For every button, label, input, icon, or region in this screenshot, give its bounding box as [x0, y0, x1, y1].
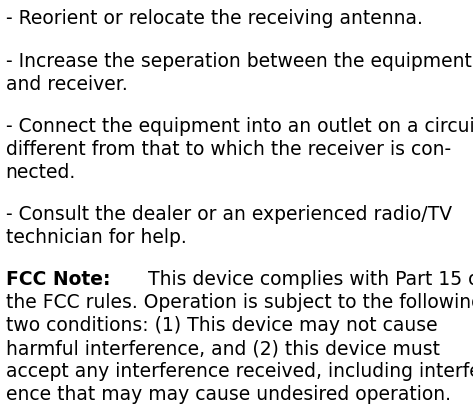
Text: accept any interference received, including interfer-: accept any interference received, includ…	[6, 362, 473, 381]
Text: - Connect the equipment into an outlet on a circuit: - Connect the equipment into an outlet o…	[6, 117, 473, 136]
Text: - Increase the seperation between the equipment: - Increase the seperation between the eq…	[6, 52, 472, 71]
Text: nected.: nected.	[6, 163, 76, 182]
Text: two conditions: (1) This device may not cause: two conditions: (1) This device may not …	[6, 316, 438, 335]
Text: different from that to which the receiver is con-: different from that to which the receive…	[6, 140, 451, 159]
Text: harmful interference, and (2) this device must: harmful interference, and (2) this devic…	[6, 339, 440, 358]
Text: and receiver.: and receiver.	[6, 75, 127, 94]
Text: technician for help.: technician for help.	[6, 228, 186, 247]
Text: This device complies with Part 15 of: This device complies with Part 15 of	[148, 270, 473, 289]
Text: ence that may may cause undesired operation.: ence that may may cause undesired operat…	[6, 385, 451, 404]
Text: FCC Note:: FCC Note:	[6, 270, 110, 289]
Text: the FCC rules. Operation is subject to the following: the FCC rules. Operation is subject to t…	[6, 293, 473, 312]
Text: - Reorient or relocate the receiving antenna.: - Reorient or relocate the receiving ant…	[6, 9, 422, 28]
Text: - Consult the dealer or an experienced radio/TV: - Consult the dealer or an experienced r…	[6, 205, 452, 224]
